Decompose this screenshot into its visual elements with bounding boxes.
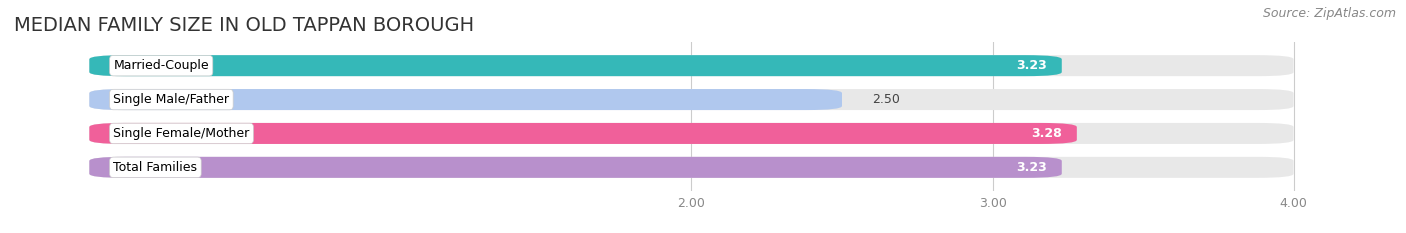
Text: 3.28: 3.28 — [1031, 127, 1062, 140]
Text: 2.50: 2.50 — [872, 93, 900, 106]
Text: Total Families: Total Families — [114, 161, 197, 174]
Text: Married-Couple: Married-Couple — [114, 59, 209, 72]
FancyBboxPatch shape — [90, 55, 1294, 76]
Text: Single Female/Mother: Single Female/Mother — [114, 127, 250, 140]
FancyBboxPatch shape — [90, 123, 1077, 144]
FancyBboxPatch shape — [90, 55, 1062, 76]
FancyBboxPatch shape — [90, 89, 842, 110]
Text: 3.23: 3.23 — [1017, 161, 1046, 174]
Text: Source: ZipAtlas.com: Source: ZipAtlas.com — [1263, 7, 1396, 20]
Text: MEDIAN FAMILY SIZE IN OLD TAPPAN BOROUGH: MEDIAN FAMILY SIZE IN OLD TAPPAN BOROUGH — [14, 16, 474, 35]
FancyBboxPatch shape — [90, 157, 1062, 178]
Text: Single Male/Father: Single Male/Father — [114, 93, 229, 106]
FancyBboxPatch shape — [90, 89, 1294, 110]
FancyBboxPatch shape — [90, 157, 1294, 178]
FancyBboxPatch shape — [90, 123, 1294, 144]
Text: 3.23: 3.23 — [1017, 59, 1046, 72]
